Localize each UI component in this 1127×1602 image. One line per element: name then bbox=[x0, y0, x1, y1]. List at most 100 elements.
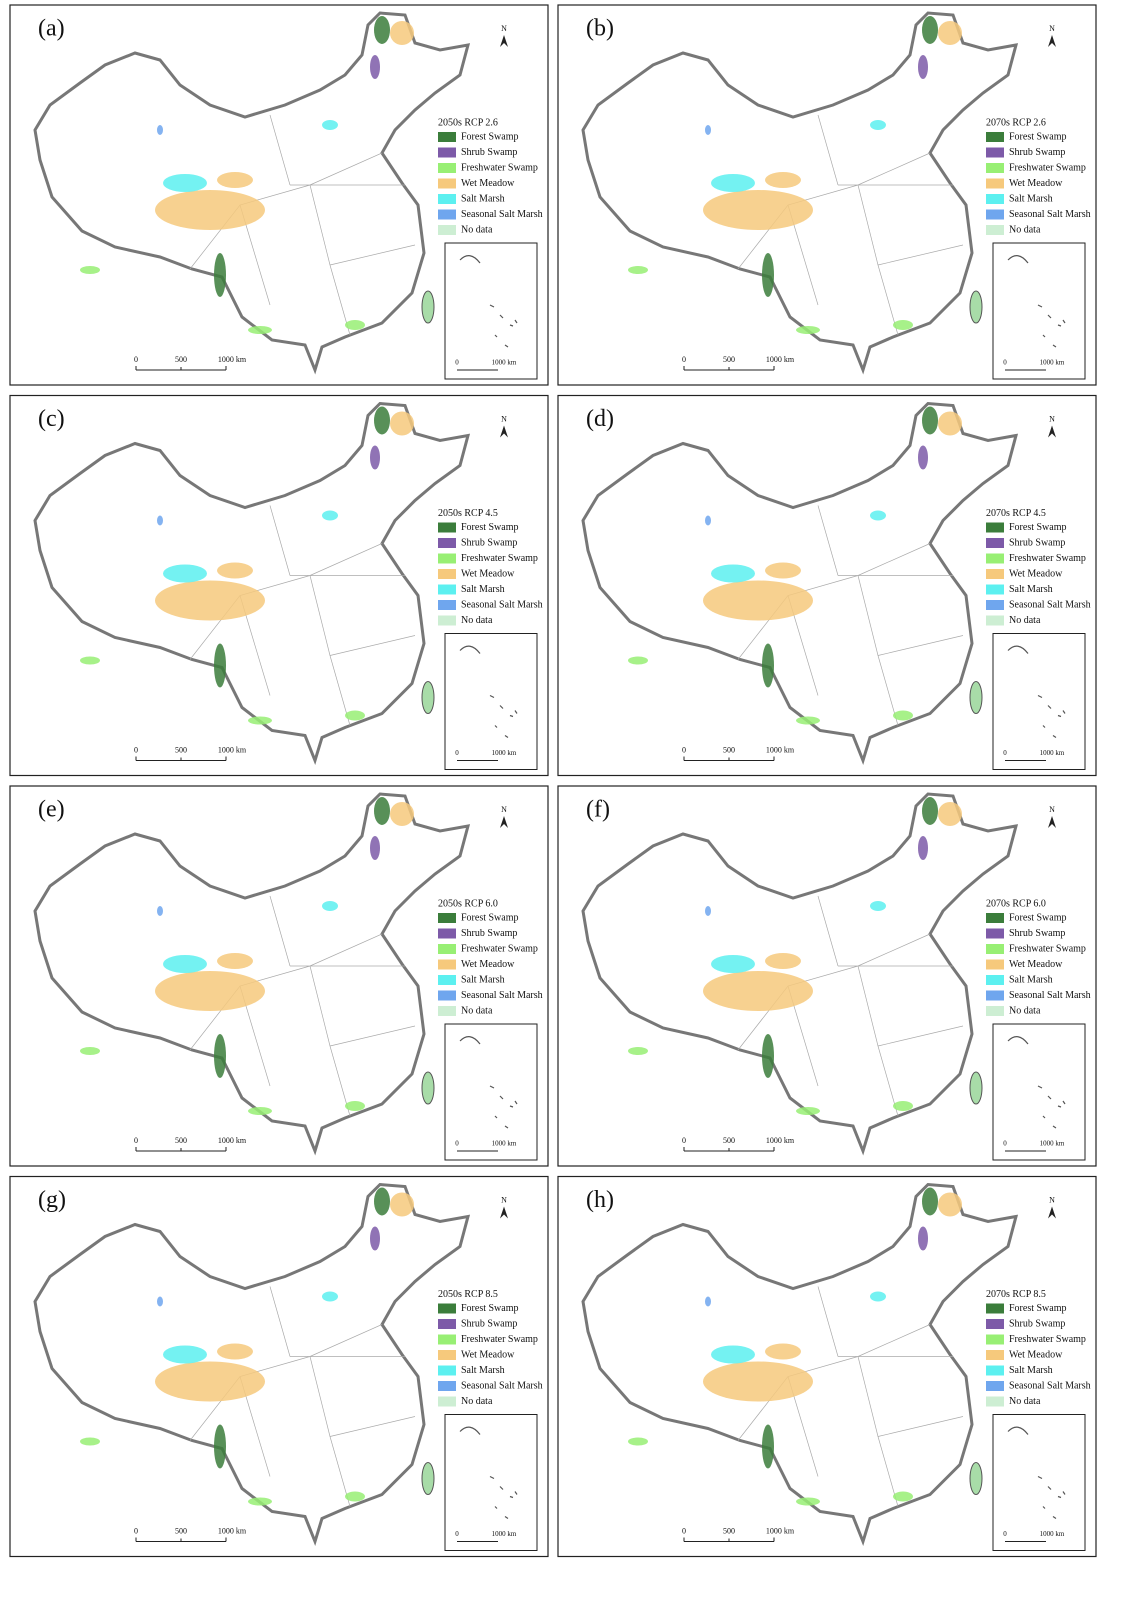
inset-scale-label: 1000 km bbox=[492, 1530, 517, 1538]
scenario-title: 2070s RCP 4.5 bbox=[986, 508, 1046, 519]
taiwan bbox=[421, 1462, 435, 1495]
wetland-patch bbox=[322, 120, 338, 130]
wetland-patch bbox=[705, 1296, 711, 1307]
wetland-patch bbox=[163, 174, 207, 192]
map-panel: (b) N 2070s RCP 2.6 Forest Swamp Shrub Swamp… bbox=[557, 4, 1097, 386]
legend-swatch bbox=[986, 600, 1004, 610]
legend-swatch bbox=[438, 1365, 456, 1376]
legend-swatch bbox=[986, 1365, 1004, 1376]
legend-swatch bbox=[438, 600, 456, 610]
legend-label: Salt Marsh bbox=[461, 193, 505, 204]
taiwan bbox=[421, 290, 435, 324]
wetland-patch bbox=[628, 1437, 648, 1446]
wetland-patch bbox=[248, 1107, 272, 1115]
wetland-patch bbox=[922, 406, 938, 435]
north-arrow bbox=[1048, 425, 1056, 438]
scale-bar bbox=[683, 756, 775, 761]
wetland-patch bbox=[918, 1226, 928, 1251]
scale-label: 0 bbox=[134, 745, 138, 754]
legend-swatch bbox=[438, 959, 456, 970]
north-label: N bbox=[1049, 414, 1055, 423]
wetland-patch bbox=[390, 21, 414, 45]
inset-islands bbox=[459, 1426, 518, 1519]
panel-label: (b) bbox=[586, 16, 614, 42]
inset-islands bbox=[1007, 1036, 1066, 1129]
legend-label: Wet Meadow bbox=[461, 959, 515, 970]
scale-label: 500 bbox=[175, 745, 187, 754]
panel-label: (e) bbox=[38, 797, 65, 823]
north-arrow bbox=[500, 816, 508, 828]
legend-swatch bbox=[438, 209, 456, 220]
legend-swatch bbox=[986, 913, 1004, 923]
legend-label: No data bbox=[1009, 1005, 1041, 1016]
wetland-patch bbox=[765, 1343, 801, 1360]
inset-islands bbox=[459, 1036, 518, 1129]
scale-label: 1000 km bbox=[218, 745, 247, 754]
legend-label: Wet Meadow bbox=[461, 1349, 515, 1360]
legend-swatch bbox=[438, 1334, 456, 1345]
wetland-patch bbox=[762, 1034, 774, 1078]
legend-label: Forest Swamp bbox=[461, 912, 519, 923]
legend-swatch bbox=[438, 615, 456, 626]
wetland-patch bbox=[374, 1187, 390, 1216]
scenario-title: 2050s RCP 6.0 bbox=[438, 898, 498, 909]
north-label: N bbox=[501, 24, 507, 33]
legend-label: Forest Swamp bbox=[1009, 522, 1067, 533]
north-label: N bbox=[1049, 1195, 1055, 1204]
legend-swatch bbox=[438, 975, 456, 985]
north-arrow bbox=[500, 35, 508, 47]
wetland-patch bbox=[938, 21, 962, 45]
north-label: N bbox=[1049, 805, 1055, 814]
scale-label: 1000 km bbox=[766, 745, 795, 754]
wetland-patch bbox=[157, 515, 163, 526]
legend-label: Wet Meadow bbox=[1009, 1349, 1063, 1360]
legend-label: Forest Swamp bbox=[1009, 1303, 1067, 1314]
legend-swatch bbox=[438, 163, 456, 173]
wetland-patch bbox=[155, 1361, 265, 1402]
legend-swatch bbox=[438, 569, 456, 579]
legend-label: No data bbox=[461, 1005, 493, 1016]
province-lines bbox=[189, 1286, 416, 1507]
wetland-patch bbox=[765, 562, 801, 579]
scale-bar bbox=[135, 366, 227, 371]
wetland-patch bbox=[628, 1047, 648, 1055]
wetland-patch bbox=[870, 120, 886, 130]
legend-swatch bbox=[438, 132, 456, 142]
scale-label: 0 bbox=[134, 355, 138, 364]
inset-frame bbox=[444, 1414, 538, 1551]
map-panel: (f) N 2070s RCP 6.0 Forest Swamp Shrub Swamp… bbox=[557, 785, 1097, 1167]
north-label: N bbox=[1049, 24, 1055, 33]
wetland-patch bbox=[322, 1291, 338, 1302]
north-label: N bbox=[501, 414, 507, 423]
inset-scale-label: 0 bbox=[1003, 359, 1007, 367]
wetland-patch bbox=[80, 656, 100, 665]
scale-label: 1000 km bbox=[218, 1136, 247, 1145]
wetland-patch bbox=[893, 1491, 913, 1502]
map-panel: (a) N 2050s RCP 2.6 Forest Swamp Shrub Swamp… bbox=[9, 4, 549, 386]
wetland-patch bbox=[762, 1424, 774, 1469]
wetland-patch bbox=[918, 55, 928, 79]
wetland-patch bbox=[155, 580, 265, 621]
legend-label: Salt Marsh bbox=[1009, 974, 1053, 985]
inset-scale-label: 0 bbox=[1003, 749, 1007, 757]
legend-swatch bbox=[438, 584, 456, 595]
legend-label: Seasonal Salt Marsh bbox=[461, 1380, 543, 1391]
wetland-patch bbox=[345, 1491, 365, 1502]
wetland-patch bbox=[370, 836, 380, 860]
legend-swatch bbox=[986, 1303, 1004, 1314]
legend-label: Seasonal Salt Marsh bbox=[461, 599, 543, 610]
wetland-patch bbox=[922, 1187, 938, 1216]
legend-label: Shrub Swamp bbox=[461, 147, 517, 158]
wetland-patch bbox=[345, 1101, 365, 1111]
wetland-patch bbox=[893, 710, 913, 721]
inset-scale-label: 1000 km bbox=[1040, 359, 1065, 367]
wetland-patch bbox=[796, 1497, 820, 1506]
legend-swatch bbox=[438, 178, 456, 189]
province-lines bbox=[189, 895, 416, 1117]
wetland-patch bbox=[163, 1345, 207, 1364]
wetland-patch bbox=[374, 16, 390, 44]
legend-label: Forest Swamp bbox=[1009, 131, 1067, 142]
wetland-patch bbox=[762, 643, 774, 688]
wetland-patch bbox=[711, 174, 755, 192]
